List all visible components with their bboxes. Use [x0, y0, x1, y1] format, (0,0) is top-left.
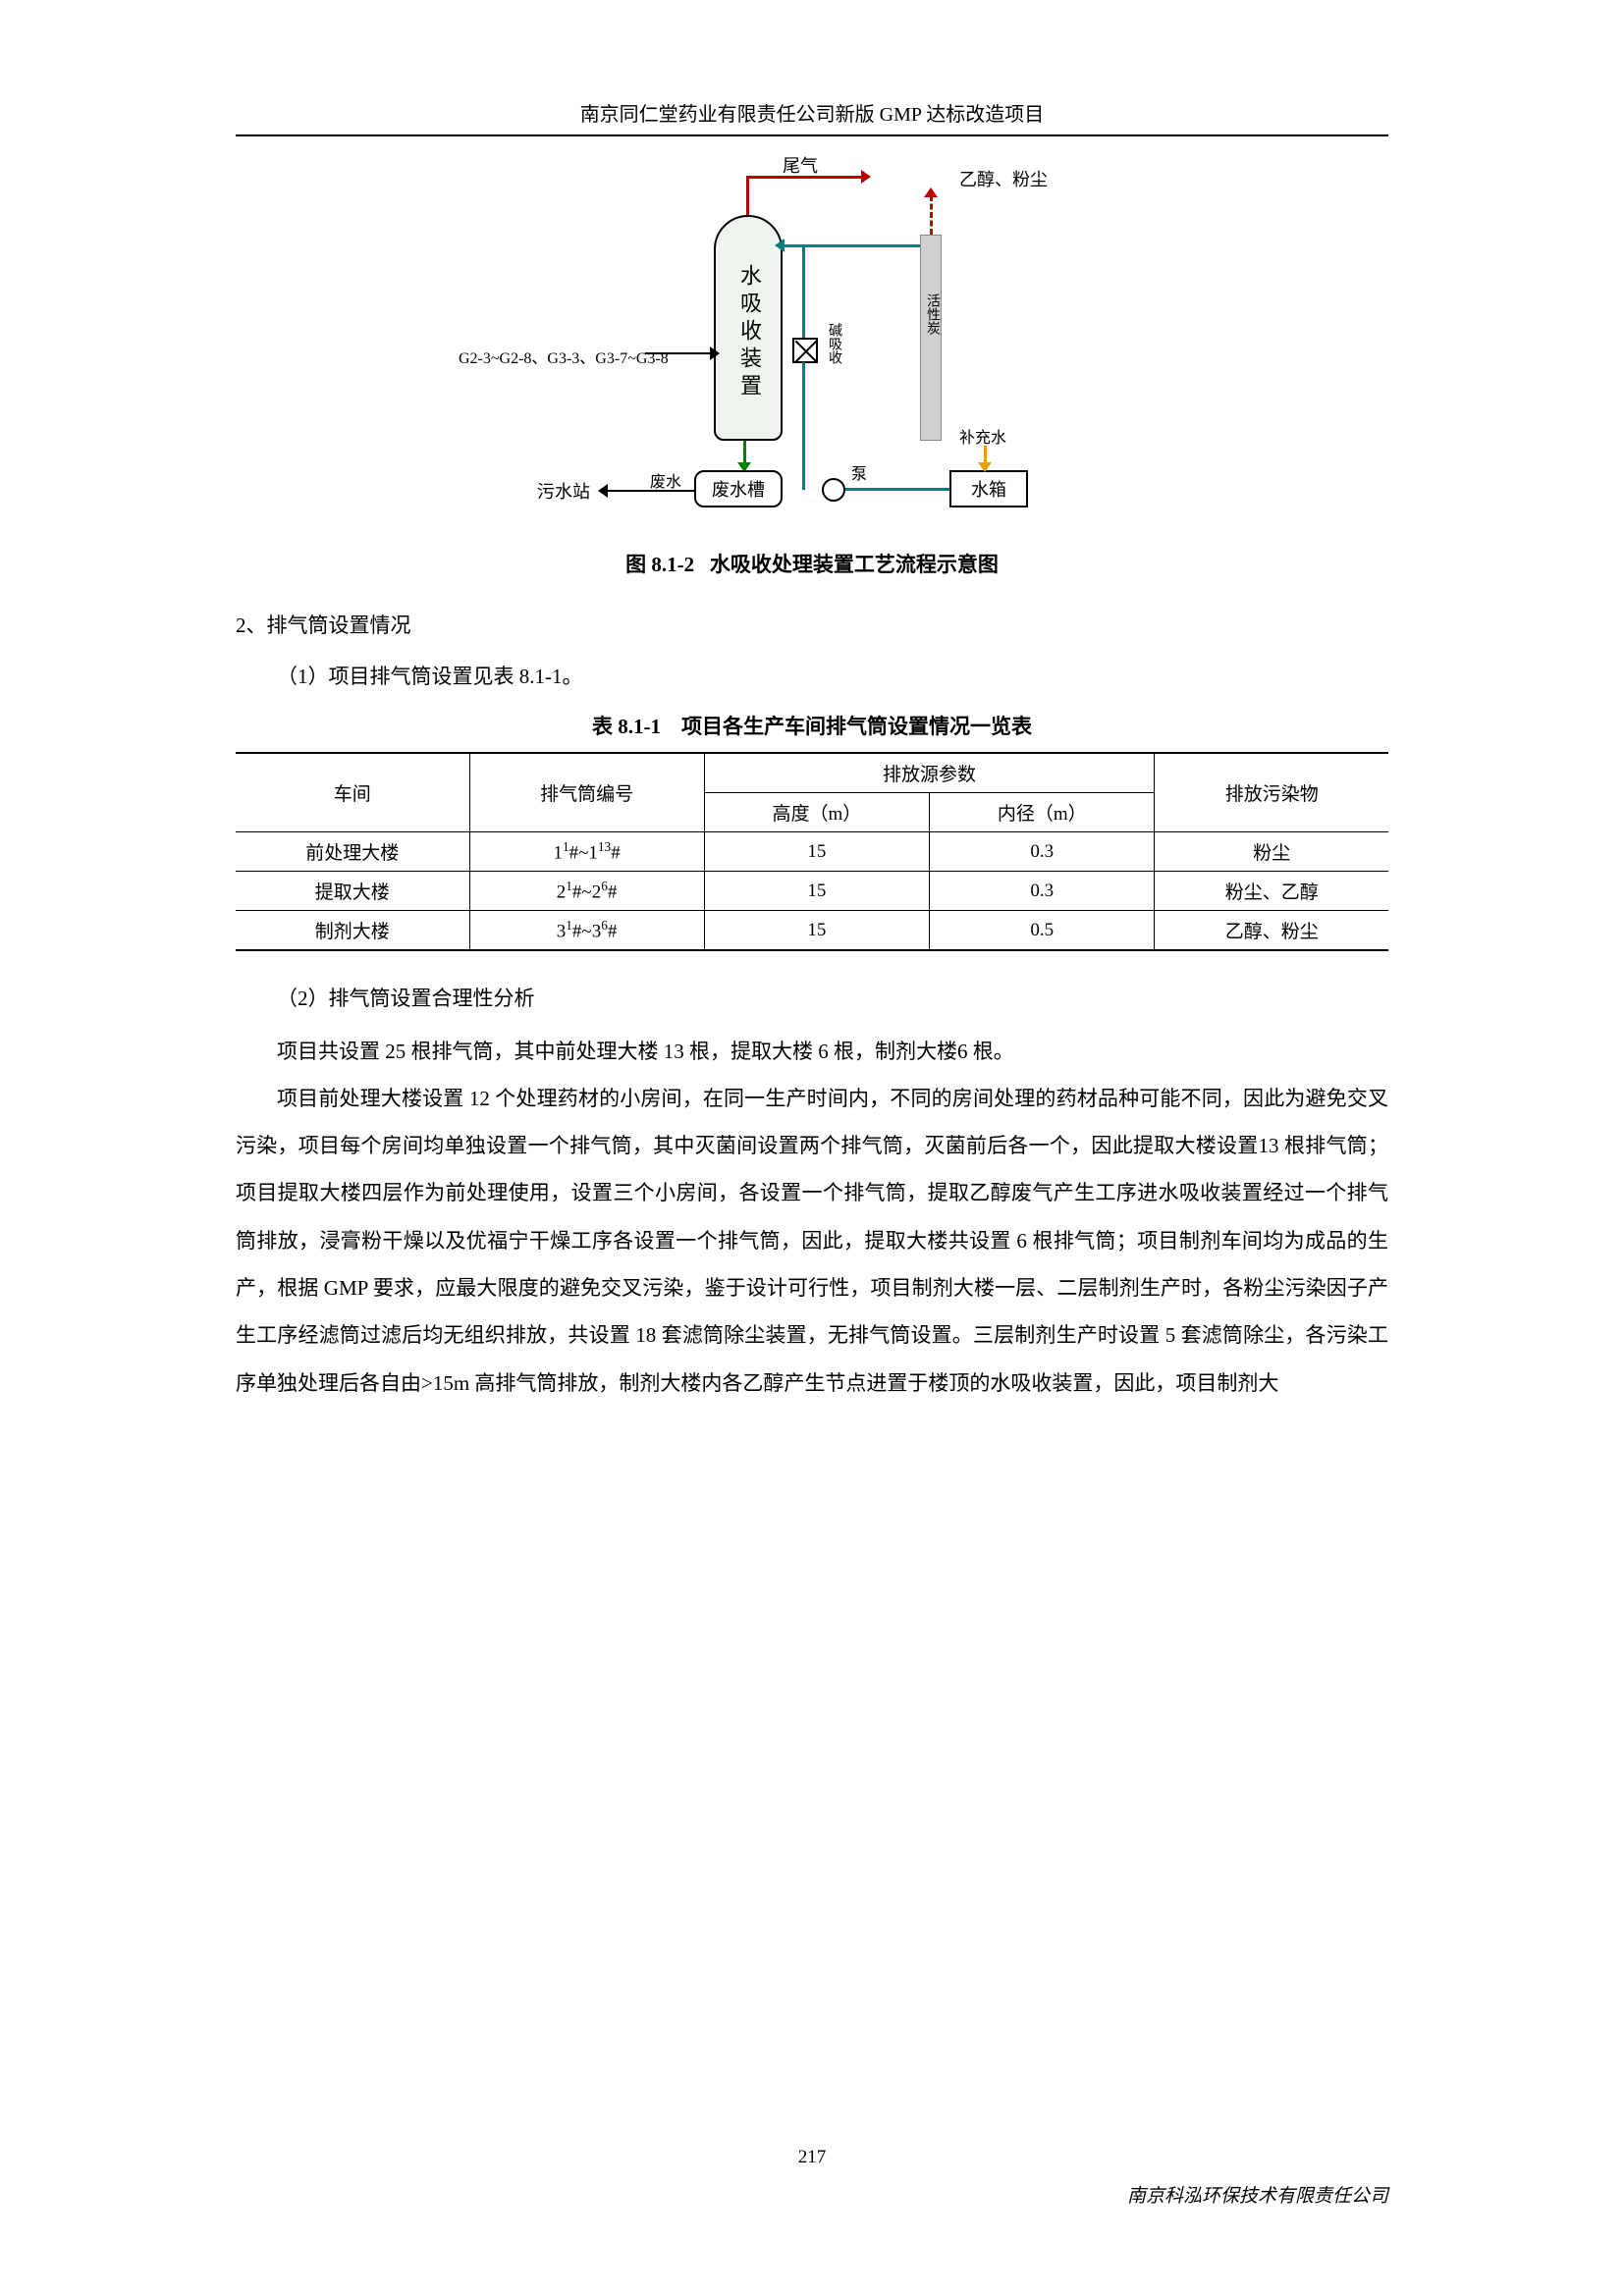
paragraph-2: 项目前处理大楼设置 12 个处理药材的小房间，在同一生产时间内，不同的房间处理的… — [236, 1075, 1388, 1407]
wastewater-text-label: 废水 — [650, 468, 681, 492]
table-caption-prefix: 表 8.1-1 — [592, 715, 661, 738]
th-stack-id: 排气筒编号 — [469, 753, 704, 832]
cell-pollutants: 乙醇、粉尘 — [1155, 911, 1388, 951]
cell-stack-id: 21#~26# — [469, 872, 704, 911]
figure-caption-prefix: 图 8.1-2 — [625, 553, 694, 576]
tower-label: 水吸收装置 — [733, 264, 765, 401]
exhaust-line — [746, 176, 749, 215]
section-2-title: 2、排气筒设置情况 — [236, 603, 1388, 648]
water-tank-box: 水箱 — [949, 470, 1028, 507]
cell-workshop: 前处理大楼 — [236, 832, 469, 872]
table-row: 提取大楼 21#~26# 15 0.3 粉尘、乙醇 — [236, 872, 1388, 911]
cell-stack-id: 11#~113# — [469, 832, 704, 872]
cell-workshop: 制剂大楼 — [236, 911, 469, 951]
stack-settings-table: 车间 排气筒编号 排放源参数 排放污染物 高度（m） 内径（m） 前处理大楼 1… — [236, 752, 1388, 951]
cell-pollutants: 粉尘、乙醇 — [1155, 872, 1388, 911]
cell-diameter: 0.5 — [930, 911, 1155, 951]
x-box-label: 碱吸收 — [824, 323, 843, 364]
cell-height: 15 — [704, 911, 929, 951]
ethanol-dust-label: 乙醇、粉尘 — [959, 166, 1048, 191]
th-height: 高度（m） — [704, 793, 929, 832]
valve-icon — [792, 338, 818, 363]
teal-arrow — [775, 239, 785, 252]
pump-label: 泵 — [851, 460, 867, 484]
input-arrow — [710, 347, 720, 360]
makeup-water-label: 补充水 — [959, 424, 1006, 448]
cell-height: 15 — [704, 832, 929, 872]
activated-carbon-bar — [920, 235, 942, 441]
wastewater-tank-box: 废水槽 — [694, 470, 783, 507]
exhaust-arrow — [861, 170, 871, 184]
makeup-arrow — [978, 462, 992, 472]
ethanol-dashed-line — [930, 195, 933, 235]
th-diameter: 内径（m） — [930, 793, 1155, 832]
table-row: 制剂大楼 31#~36# 15 0.5 乙醇、粉尘 — [236, 911, 1388, 951]
pump-to-tank-line — [845, 488, 949, 491]
cell-pollutants: 粉尘 — [1155, 832, 1388, 872]
wastewater-arrow — [598, 484, 608, 498]
cell-height: 15 — [704, 872, 929, 911]
figure-caption-text: 水吸收处理装置工艺流程示意图 — [710, 553, 999, 576]
cell-diameter: 0.3 — [930, 832, 1155, 872]
table-caption-text: 项目各生产车间排气筒设置情况一览表 — [681, 715, 1032, 738]
th-pollutants: 排放污染物 — [1155, 753, 1388, 832]
th-source-params: 排放源参数 — [704, 753, 1155, 793]
item-2-text: （2）排气筒设置合理性分析 — [236, 976, 1388, 1021]
exhaust-label: 尾气 — [783, 152, 818, 178]
activated-carbon-label: 活性炭 — [922, 294, 942, 335]
wastewater-station-label: 污水站 — [537, 478, 590, 504]
table-row: 前处理大楼 11#~113# 15 0.3 粉尘 — [236, 832, 1388, 872]
footer-company: 南京科泓环保技术有限责任公司 — [1127, 2181, 1388, 2208]
header-divider — [236, 134, 1388, 136]
th-workshop: 车间 — [236, 753, 469, 832]
teal-line-v — [802, 244, 805, 338]
figure-caption: 图 8.1-2 水吸收处理装置工艺流程示意图 — [236, 549, 1388, 578]
ethanol-arrow — [924, 187, 938, 197]
teal-line-v2 — [802, 362, 805, 490]
item-1-text: （1）项目排气筒设置见表 8.1-1。 — [236, 654, 1388, 699]
page-number: 217 — [0, 2147, 1624, 2168]
cell-workshop: 提取大楼 — [236, 872, 469, 911]
input-line — [645, 352, 714, 354]
cell-stack-id: 31#~36# — [469, 911, 704, 951]
pump-icon — [822, 478, 845, 502]
table-caption: 表 8.1-1 项目各生产车间排气筒设置情况一览表 — [236, 711, 1388, 740]
page-header-title: 南京同仁堂药业有限责任公司新版 GMP 达标改造项目 — [236, 98, 1388, 127]
process-diagram: 水吸收装置 尾气 乙醇、粉尘 活性炭 碱吸收 G2-3~G2-8、G3-3、G3… — [468, 166, 1156, 529]
cell-diameter: 0.3 — [930, 872, 1155, 911]
paragraph-1: 项目共设置 25 根排气筒，其中前处理大楼 13 根，提取大楼 6 根，制剂大楼… — [236, 1028, 1388, 1075]
input-source-label: G2-3~G2-8、G3-3、G3-7~G3-8 — [459, 345, 669, 368]
